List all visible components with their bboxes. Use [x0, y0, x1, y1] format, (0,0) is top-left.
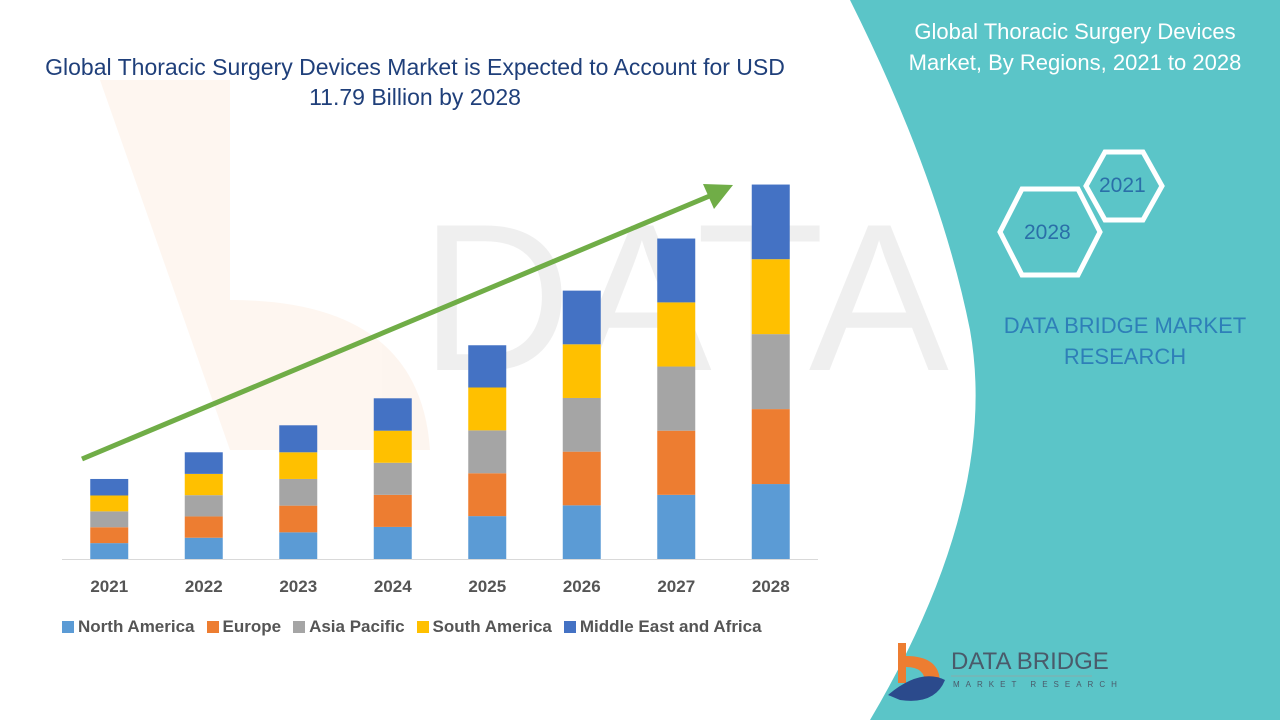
bar-segment — [279, 505, 318, 533]
bar-segment — [657, 494, 696, 559]
bar-segment — [751, 484, 790, 559]
bar-segment — [657, 302, 696, 367]
legend-swatch — [62, 621, 74, 633]
legend-label: Asia Pacific — [309, 617, 405, 636]
bar-segment — [90, 543, 129, 559]
bar-segment — [562, 344, 601, 398]
bar-segment — [562, 397, 601, 452]
logo-icon — [888, 643, 945, 701]
x-tick-label: 2026 — [563, 577, 601, 596]
logo-text: DATA BRIDGE — [951, 648, 1109, 675]
bar-segment — [657, 366, 696, 431]
bar-segment — [373, 462, 412, 495]
legend-item: North America — [62, 617, 195, 637]
legend-item: Middle East and Africa — [563, 617, 762, 637]
trend-arrow — [81, 192, 713, 462]
side-panel-background — [850, 0, 1280, 720]
bar-segment — [184, 495, 223, 517]
bar-segment — [562, 290, 601, 345]
bar-segment — [657, 238, 696, 303]
bar-segment — [184, 452, 223, 474]
legend-swatch — [416, 621, 429, 633]
bar-segment — [562, 451, 601, 506]
legend-item: Asia Pacific — [293, 617, 405, 637]
bar-segment — [373, 430, 412, 463]
legend: North America Europe Asia Pacific South … — [62, 617, 762, 637]
x-tick-label: 2021 — [90, 577, 128, 596]
legend-label: North America — [78, 617, 195, 636]
bar-segment — [468, 387, 507, 431]
legend-swatch — [293, 621, 306, 633]
trend-arrow-head — [703, 184, 733, 209]
legend-label: South America — [432, 617, 552, 636]
bar-segment — [90, 511, 129, 528]
hex-2028 — [997, 186, 1103, 278]
x-tick-label: 2028 — [752, 577, 790, 596]
bar-segment — [751, 259, 790, 335]
bar-segment — [751, 184, 790, 260]
bar-segment — [279, 532, 318, 559]
bar-segment — [279, 478, 318, 506]
hex-2021 — [1083, 149, 1165, 223]
legend-item: Europe — [206, 617, 282, 637]
bar-segment — [90, 495, 129, 512]
bar-segment — [184, 537, 223, 559]
plot-area: 2021 2022 2023 2024 2025 2026 2027 2028 — [62, 184, 818, 596]
side-panel-title: Global Thoracic Surgery Devices Market, … — [908, 19, 1242, 75]
bar-segment — [751, 334, 790, 410]
bar-segment — [657, 430, 696, 495]
bar-segment — [373, 494, 412, 527]
logo-subtext: MARKET RESEARCH — [953, 680, 1123, 689]
x-tick-label: 2024 — [374, 577, 412, 596]
bar-segment — [373, 526, 412, 559]
bar-segment — [468, 516, 507, 559]
legend-swatch — [206, 621, 219, 633]
bar-segment — [90, 478, 129, 496]
brand-text: DATA BRIDGE MARKET RESEARCH — [1003, 313, 1247, 369]
page-title: Global Thoracic Surgery Devices Market i… — [45, 54, 785, 110]
bar-segment — [184, 516, 223, 538]
bar-segment — [90, 527, 129, 544]
x-tick-label: 2027 — [657, 577, 695, 596]
x-tick-label: 2022 — [185, 577, 223, 596]
bar-segment — [184, 473, 223, 496]
legend-label: Middle East and Africa — [579, 617, 762, 636]
bar-segment — [468, 473, 507, 517]
bar-segment — [562, 505, 601, 559]
bar-segment — [468, 345, 507, 388]
bar-segment — [751, 409, 790, 485]
bar-segment — [279, 425, 318, 453]
bar-segment — [373, 398, 412, 431]
legend-swatch — [563, 621, 576, 633]
bar-segment — [468, 430, 507, 474]
x-tick-label: 2023 — [279, 577, 317, 596]
hex-label-2028: 2028 — [1024, 221, 1071, 244]
legend-item: South America — [416, 617, 552, 637]
hex-label-2021: 2021 — [1099, 174, 1146, 197]
x-tick-label: 2025 — [468, 577, 506, 596]
bar-segment — [279, 452, 318, 479]
legend-label: Europe — [222, 617, 282, 636]
